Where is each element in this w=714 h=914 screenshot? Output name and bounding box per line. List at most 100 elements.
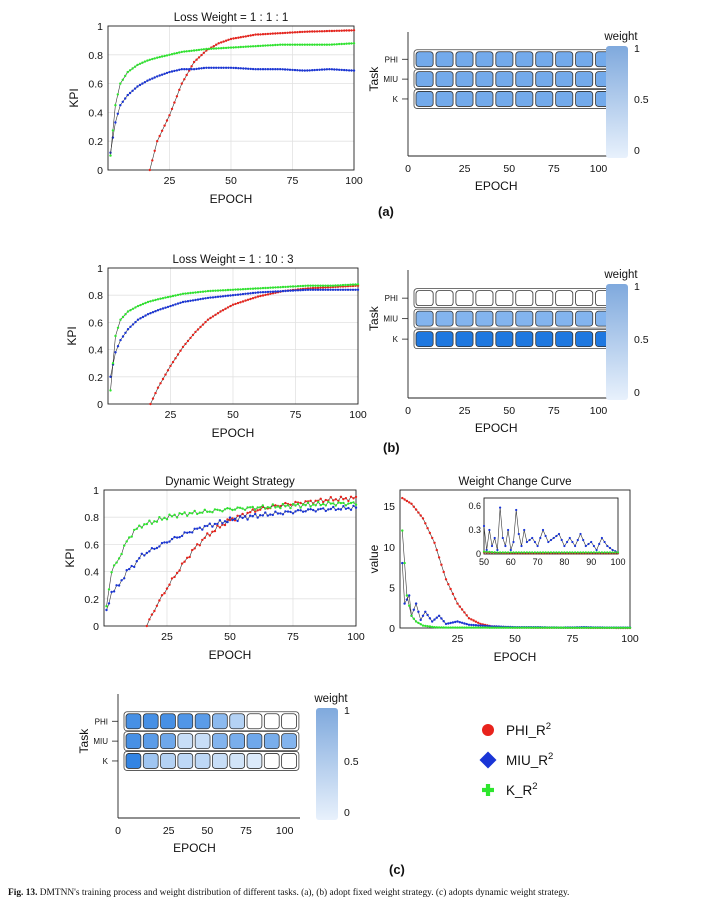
data-point-miu	[141, 82, 144, 85]
data-point-k	[175, 51, 179, 55]
y-tick-label: 0.2	[88, 372, 103, 384]
data-point-miu	[317, 508, 320, 511]
data-point-miu	[574, 544, 577, 548]
weight-cell	[263, 713, 280, 730]
data-point-miu	[259, 291, 262, 294]
data-point-k	[211, 289, 215, 292]
weight-cell	[246, 713, 263, 730]
weight-cell	[160, 753, 176, 769]
weight-cell	[575, 51, 594, 68]
data-point-phi	[472, 619, 475, 622]
data-point-k	[196, 291, 200, 294]
data-point-miu	[247, 67, 250, 70]
data-point-k	[119, 82, 122, 85]
data-point-miu	[509, 548, 512, 552]
data-point-phi	[241, 512, 244, 516]
x-tick-label: 75	[290, 409, 302, 421]
data-point-k	[259, 287, 262, 290]
data-point-phi	[419, 514, 422, 517]
data-point-miu	[196, 527, 199, 530]
data-point-miu	[482, 524, 486, 528]
data-point-k	[226, 288, 230, 292]
data-point-phi	[254, 510, 257, 513]
data-point-miu	[139, 317, 142, 320]
data-point-k	[203, 508, 206, 511]
weight-cell	[495, 290, 514, 307]
data-point-miu	[156, 309, 160, 312]
data-point-miu	[312, 508, 315, 512]
data-point-miu	[144, 314, 147, 317]
data-point-miu	[154, 310, 157, 313]
data-point-k	[341, 283, 345, 287]
data-point-k	[194, 291, 197, 294]
y-tick-label: 0	[97, 399, 103, 411]
data-point-miu	[344, 288, 347, 291]
data-point-phi	[165, 119, 169, 122]
data-point-k	[269, 286, 272, 289]
data-point-k	[323, 43, 326, 46]
y-axis-label: KPI	[67, 88, 81, 107]
row-outline	[123, 751, 300, 771]
data-point-miu	[128, 567, 131, 571]
data-point-miu	[145, 551, 148, 555]
legend-label: K_R2	[506, 781, 538, 798]
data-point-k	[477, 626, 480, 629]
weight-cell	[177, 733, 194, 750]
data-point-k	[181, 292, 185, 295]
data-point-phi	[180, 562, 184, 565]
data-point-k	[233, 508, 237, 511]
series-line-phi	[150, 285, 359, 405]
data-point-k	[183, 50, 186, 53]
weight-cell	[125, 733, 142, 750]
data-point-phi	[435, 548, 438, 552]
data-point-k	[533, 551, 536, 554]
data-point-k	[165, 54, 169, 57]
data-point-miu	[115, 584, 118, 587]
data-point-miu	[349, 288, 352, 291]
data-point-miu	[138, 557, 141, 560]
data-point-miu	[568, 536, 571, 540]
data-point-k	[232, 46, 235, 49]
colorbar-tick-label: 1	[634, 43, 640, 55]
series-line-miu	[110, 67, 355, 153]
data-point-miu	[284, 510, 287, 513]
data-point-phi	[286, 31, 289, 34]
kpi-chart-a: Loss Weight = 1 : 1 : 1 0 0.2 0.4 0.6 0.8 1 25 5…	[67, 12, 363, 204]
weight-cell	[435, 310, 454, 327]
weight-cell	[515, 71, 534, 88]
data-point-miu	[283, 68, 287, 71]
data-point-k	[610, 626, 613, 629]
data-point-k	[195, 49, 198, 52]
data-point-k	[437, 626, 441, 629]
data-point-phi	[246, 511, 249, 515]
data-point-k	[339, 284, 342, 287]
data-point-k	[507, 551, 510, 554]
weight-cell	[455, 310, 474, 327]
row-label: PHI	[95, 717, 108, 726]
data-point-miu	[403, 602, 406, 605]
data-point-k	[463, 626, 466, 629]
data-point-k	[185, 50, 188, 53]
data-point-k	[120, 552, 123, 556]
y-tick-label: 0	[389, 623, 395, 635]
data-point-phi	[342, 498, 345, 501]
data-point-k	[136, 63, 139, 67]
data-point-miu	[347, 506, 350, 510]
x-axis-label: EPOCH	[209, 648, 252, 662]
data-point-miu	[611, 548, 614, 552]
data-point-miu	[146, 313, 150, 316]
data-point-k	[210, 47, 213, 50]
y-tick-label: 1	[97, 21, 103, 33]
data-point-miu	[191, 299, 195, 302]
data-point-miu	[151, 77, 154, 80]
data-point-k	[216, 289, 220, 292]
weight-cell	[142, 753, 159, 769]
y-tick-label: 0.2	[88, 136, 103, 148]
x-tick-label: 50	[509, 633, 521, 645]
data-point-phi	[330, 29, 334, 33]
data-point-phi	[269, 292, 272, 295]
data-point-phi	[158, 599, 161, 602]
data-point-k	[214, 289, 217, 292]
data-point-k	[289, 506, 292, 510]
data-point-miu	[140, 552, 143, 555]
